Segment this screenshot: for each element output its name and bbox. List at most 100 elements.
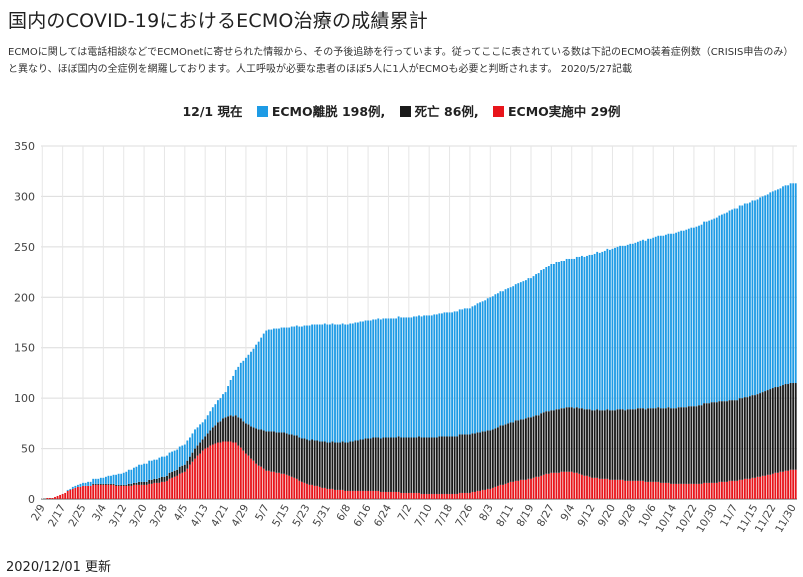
bar-segment: [390, 437, 392, 492]
bar-segment: [670, 483, 672, 499]
bar-segment: [420, 493, 423, 499]
bar-segment: [486, 488, 489, 499]
bar-segment: [636, 480, 639, 499]
bar-segment: [252, 460, 255, 499]
bar-segment: [547, 411, 550, 474]
bar-segment: [194, 458, 196, 499]
bar-segment: [644, 409, 647, 482]
bar-segment: [418, 315, 420, 437]
bar-segment: [267, 470, 270, 499]
bar-segment: [260, 337, 263, 430]
bar-segment: [586, 475, 588, 499]
bar-segment: [560, 408, 563, 472]
bar-segment: [573, 408, 576, 473]
bar-segment: [687, 483, 690, 499]
bar-segment: [761, 196, 764, 393]
bar-segment: [479, 432, 482, 491]
bar-segment: [384, 491, 387, 499]
bar-segment: [629, 480, 632, 499]
legend-label-ongoing: ECMO実施中 29例: [508, 104, 621, 119]
bar-segment: [362, 439, 364, 491]
bar-segment: [705, 403, 708, 483]
bar-segment: [524, 418, 527, 480]
bar-segment: [138, 481, 140, 485]
bar-segment: [458, 492, 461, 499]
bar-segment: [219, 421, 222, 443]
bar-segment: [558, 409, 560, 473]
bar-segment: [771, 191, 774, 389]
bar-segment: [514, 284, 517, 421]
bar-segment: [346, 490, 349, 499]
bar-segment: [122, 485, 125, 499]
bar-segment: [79, 483, 82, 487]
bar-segment: [530, 417, 532, 479]
bar-segment: [364, 490, 367, 499]
bar-segment: [670, 408, 672, 484]
bar-segment: [402, 437, 405, 493]
bar-segment: [733, 480, 736, 499]
bar-segment: [204, 436, 207, 449]
bar-segment: [433, 314, 436, 438]
legend-item-deceased: 死亡 86例,: [399, 101, 479, 120]
bar-segment: [507, 423, 510, 483]
bar-segment: [66, 490, 69, 499]
bar-segment: [547, 473, 550, 499]
bar-segment: [367, 320, 370, 439]
bar-segment: [631, 409, 634, 481]
bar-segment: [117, 484, 120, 486]
bar-segment: [448, 436, 451, 494]
bar-segment: [135, 482, 138, 485]
bar-segment: [458, 309, 461, 435]
bar-segment: [751, 200, 754, 396]
bar-segment: [186, 468, 189, 499]
bar-segment: [61, 493, 64, 499]
bar-segment: [759, 197, 762, 394]
bar-segment: [692, 483, 695, 499]
bar-segment: [311, 439, 314, 485]
bar-segment: [619, 409, 622, 480]
bar-segment: [224, 392, 227, 418]
bar-segment: [163, 476, 166, 482]
bar-segment: [435, 314, 438, 438]
bar-segment: [522, 419, 525, 480]
bar-segment: [155, 459, 158, 479]
bar-segment: [143, 463, 146, 482]
bar-segment: [387, 491, 390, 499]
bar-segment: [372, 437, 375, 491]
bar-segment: [756, 476, 759, 499]
bar-segment: [677, 483, 680, 499]
bar-segment: [489, 297, 492, 431]
bar-segment: [522, 281, 525, 420]
bar-segment: [708, 482, 711, 499]
bar-segment: [634, 480, 637, 499]
bar-segment: [484, 431, 487, 490]
bar-segment: [784, 185, 787, 385]
bar-segment: [290, 326, 293, 435]
bar-segment: [718, 215, 721, 402]
bar-segment: [489, 430, 492, 489]
bar-segment: [634, 409, 637, 481]
bar-segment: [664, 234, 667, 409]
bar-segment: [782, 186, 784, 386]
bar-segment: [168, 472, 171, 479]
bar-segment: [451, 493, 454, 499]
bar-segment: [555, 409, 558, 473]
bar-segment: [171, 477, 174, 499]
bar-segment: [695, 406, 698, 484]
bar-segment: [461, 434, 464, 493]
bar-segment: [59, 494, 62, 499]
bar-segment: [713, 218, 716, 403]
bar-segment: [280, 473, 283, 499]
bar-segment: [295, 325, 298, 436]
bar-segment: [392, 318, 395, 438]
bar-segment: [726, 481, 728, 499]
bar-segment: [362, 490, 364, 499]
bar-segment: [323, 323, 326, 442]
bar-segment: [112, 483, 115, 485]
bar-segment: [354, 322, 357, 441]
bar-segment: [194, 448, 196, 459]
bar-segment: [311, 484, 314, 499]
bar-segment: [774, 472, 777, 499]
bar-segment: [461, 492, 464, 499]
bar-segment: [568, 258, 571, 408]
